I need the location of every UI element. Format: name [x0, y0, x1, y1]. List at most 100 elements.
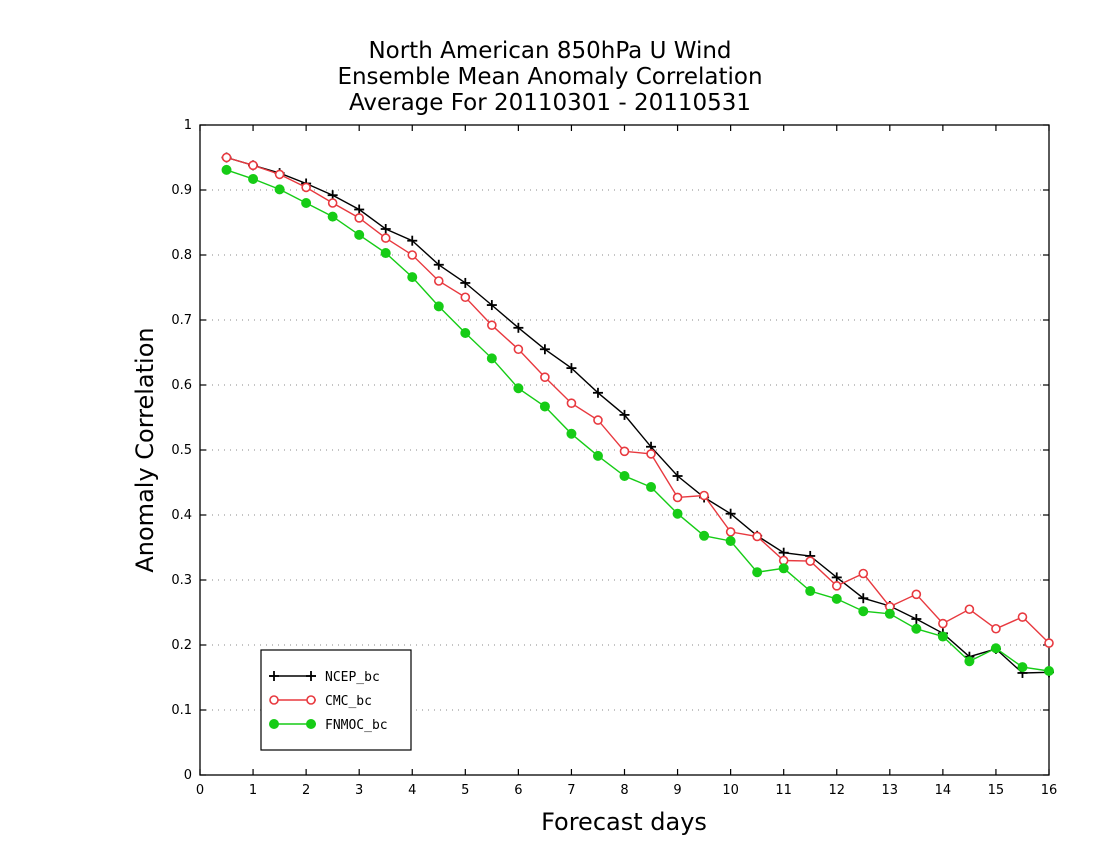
data-point-cmc-bc: [938, 618, 948, 629]
y-tick-label: 0.2: [171, 638, 192, 653]
data-point-fnmoc-bc: [858, 606, 869, 617]
data-point-fnmoc-bc: [592, 450, 603, 461]
x-tick-label: 2: [302, 783, 310, 798]
legend-label-ncep-bc: NCEP_bc: [325, 670, 380, 685]
data-point-fnmoc-bc: [433, 301, 444, 312]
series-line-ncep-bc: [226, 156, 1050, 674]
data-point-cmc-bc: [327, 198, 338, 208]
data-point-cmc-bc: [964, 604, 975, 615]
data-point-ncep-bc: [380, 224, 391, 234]
series-fnmoc-bc: [221, 164, 1054, 676]
x-tick-label: 4: [408, 783, 416, 798]
y-tick-label: 0.4: [171, 508, 192, 523]
data-point-fnmoc-bc: [539, 401, 550, 412]
axis-ticks: 00.10.20.30.40.50.60.70.80.910 1 2 3 4 5 6 7 8 9 1…: [171, 118, 1057, 798]
legend-marker-cmc-bc: [269, 695, 279, 705]
data-point-fnmoc-bc: [513, 383, 524, 394]
data-point-fnmoc-bc: [380, 248, 391, 259]
data-point-cmc-bc: [593, 415, 603, 425]
x-tick-label: 5: [461, 783, 469, 798]
data-point-ncep-bc: [911, 614, 922, 624]
data-point-fnmoc-bc: [672, 508, 683, 519]
data-point-fnmoc-bc: [354, 229, 365, 240]
data-point-fnmoc-bc: [460, 328, 471, 338]
data-point-fnmoc-bc: [619, 471, 630, 481]
y-tick-label: 0: [184, 768, 192, 783]
data-point-cmc-bc: [1044, 638, 1054, 648]
x-tick-label: 0: [196, 783, 204, 798]
legend-marker-ncep-bc: [269, 671, 279, 681]
x-tick-label: 13: [882, 783, 899, 798]
data-point-cmc-bc: [274, 169, 285, 180]
data-point-fnmoc-bc: [831, 593, 842, 604]
data-point-fnmoc-bc: [911, 623, 922, 634]
data-point-fnmoc-bc: [884, 608, 895, 619]
legend-marker-fnmoc-bc: [269, 719, 279, 729]
y-tick-label: 0.8: [171, 248, 192, 263]
chart-title-line-3: Average For 20110301 - 20110531: [348, 90, 752, 116]
data-point-ncep-bc: [433, 259, 444, 270]
x-tick-label: 7: [567, 783, 575, 798]
x-tick-label: 15: [988, 783, 1005, 798]
data-point-cmc-bc: [831, 581, 842, 591]
chart-title-line-2: Ensemble Mean Anomaly Correlation: [337, 64, 763, 90]
x-tick-label: 16: [1041, 783, 1058, 798]
data-point-fnmoc-bc: [486, 353, 497, 364]
data-point-cmc-bc: [805, 556, 816, 566]
series-line-cmc-bc: [226, 156, 1050, 644]
y-tick-label: 0.5: [171, 443, 192, 458]
y-tick-label: 0.9: [171, 183, 192, 198]
data-point-fnmoc-bc: [646, 482, 657, 493]
chart-title-line-1: North American 850hPa U Wind: [368, 38, 732, 64]
x-tick-label: 12: [828, 783, 845, 798]
x-tick-label: 14: [935, 783, 952, 798]
y-tick-label: 0.7: [171, 313, 192, 328]
data-point-cmc-bc: [1017, 612, 1028, 622]
data-point-fnmoc-bc: [248, 173, 259, 184]
data-point-ncep-bc: [858, 593, 869, 604]
data-point-ncep-bc: [725, 508, 736, 519]
data-point-ncep-bc: [831, 572, 842, 583]
data-point-cmc-bc: [248, 160, 258, 171]
legend-label-cmc-bc: CMC_bc: [325, 694, 372, 709]
x-tick-label: 10: [722, 783, 739, 798]
data-point-cmc-bc: [407, 250, 418, 260]
data-point-cmc-bc: [513, 344, 524, 355]
data-point-cmc-bc: [725, 527, 736, 537]
data-point-cmc-bc: [460, 292, 471, 303]
data-point-fnmoc-bc: [301, 198, 312, 208]
data-point-ncep-bc: [566, 363, 577, 374]
y-tick-label: 0.1: [171, 703, 192, 718]
x-tick-label: 1: [249, 783, 257, 798]
x-axis-label: Forecast days: [541, 808, 707, 836]
y-tick-label: 0.6: [171, 378, 192, 393]
y-tick-label: 1: [184, 118, 192, 133]
legend-label-fnmoc-bc: FNMOC_bc: [325, 718, 388, 733]
data-point-fnmoc-bc: [274, 184, 285, 195]
data-point-fnmoc-bc: [752, 567, 763, 578]
data-point-fnmoc-bc: [778, 563, 789, 574]
series-ncep-bc: [221, 152, 1054, 678]
data-point-cmc-bc: [646, 449, 656, 459]
data-point-ncep-bc: [460, 277, 471, 288]
y-tick-label: 0.3: [171, 573, 192, 588]
data-point-cmc-bc: [991, 623, 1001, 634]
data-point-ncep-bc: [486, 300, 497, 311]
data-point-cmc-bc: [301, 182, 311, 193]
data-point-cmc-bc: [672, 492, 683, 503]
data-point-fnmoc-bc: [937, 631, 948, 642]
data-point-fnmoc-bc: [725, 536, 736, 546]
data-point-cmc-bc: [487, 320, 497, 331]
data-point-cmc-bc: [540, 372, 550, 383]
series-cmc-bc: [221, 152, 1054, 648]
data-point-cmc-bc: [566, 398, 577, 409]
series-group: [221, 152, 1054, 678]
legend-marker-ncep-bc: [306, 671, 316, 681]
x-tick-label: 3: [355, 783, 363, 798]
data-point-fnmoc-bc: [964, 656, 975, 667]
data-point-ncep-bc: [354, 204, 365, 215]
data-point-ncep-bc: [513, 322, 524, 333]
data-point-ncep-bc: [619, 409, 630, 420]
data-point-fnmoc-bc: [805, 586, 816, 597]
data-point-fnmoc-bc: [990, 643, 1001, 654]
